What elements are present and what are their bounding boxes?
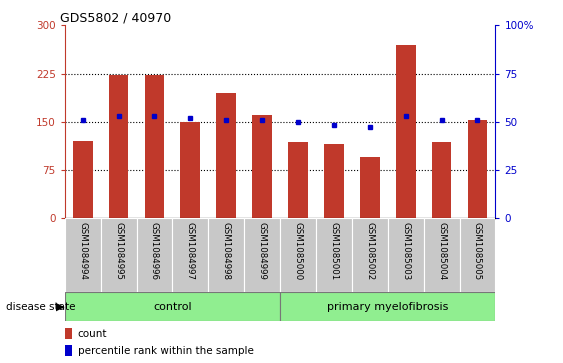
Bar: [172, 218, 208, 292]
Text: primary myelofibrosis: primary myelofibrosis: [327, 302, 449, 312]
Text: GSM1085003: GSM1085003: [401, 221, 410, 280]
Text: GDS5802 / 40970: GDS5802 / 40970: [60, 11, 172, 24]
Text: GSM1085002: GSM1085002: [365, 221, 374, 280]
Bar: [316, 218, 352, 292]
Bar: [244, 218, 280, 292]
Bar: [432, 142, 452, 218]
Bar: [280, 292, 495, 321]
Text: control: control: [153, 302, 192, 312]
Text: GSM1085004: GSM1085004: [437, 221, 446, 280]
Text: GSM1085005: GSM1085005: [473, 221, 482, 280]
Text: GSM1085000: GSM1085000: [293, 221, 302, 280]
Bar: [352, 218, 388, 292]
Text: disease state: disease state: [6, 302, 75, 312]
Text: GSM1084997: GSM1084997: [186, 221, 195, 280]
Text: ▶: ▶: [56, 302, 64, 312]
Bar: [109, 76, 128, 218]
Bar: [65, 292, 280, 321]
Text: GSM1084999: GSM1084999: [258, 221, 267, 280]
Bar: [216, 93, 236, 218]
Text: GSM1084994: GSM1084994: [78, 221, 87, 280]
Bar: [181, 122, 200, 218]
Bar: [280, 218, 316, 292]
Text: count: count: [78, 329, 107, 339]
Bar: [65, 345, 73, 356]
Bar: [73, 141, 92, 218]
Text: GSM1084996: GSM1084996: [150, 221, 159, 280]
Text: GSM1085001: GSM1085001: [329, 221, 338, 280]
Bar: [360, 157, 379, 218]
Bar: [137, 218, 172, 292]
Bar: [101, 218, 137, 292]
Bar: [288, 142, 308, 218]
Bar: [396, 45, 415, 218]
Bar: [65, 328, 73, 339]
Bar: [324, 144, 344, 218]
Bar: [65, 218, 101, 292]
Text: GSM1084998: GSM1084998: [222, 221, 231, 280]
Bar: [145, 76, 164, 218]
Bar: [208, 218, 244, 292]
Text: percentile rank within the sample: percentile rank within the sample: [78, 346, 253, 356]
Bar: [459, 218, 495, 292]
Bar: [424, 218, 459, 292]
Bar: [468, 120, 488, 218]
Bar: [388, 218, 424, 292]
Text: GSM1084995: GSM1084995: [114, 221, 123, 280]
Bar: [252, 115, 272, 218]
